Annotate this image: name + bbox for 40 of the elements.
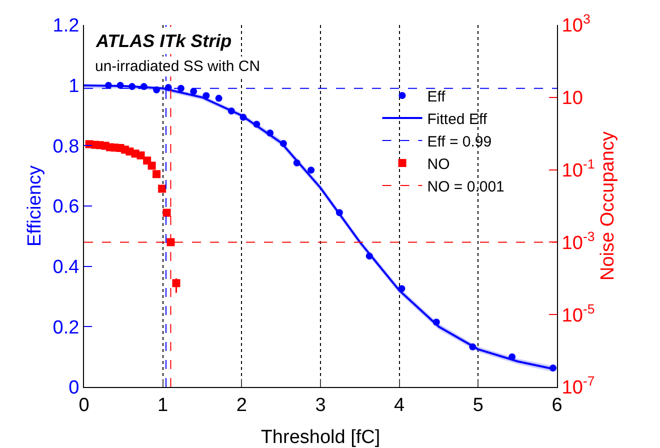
y2-tick-label: 10$^{-7}$ — [562, 374, 595, 399]
point — [202, 92, 210, 100]
x-tick-label: 1 — [158, 394, 168, 416]
x-tick-label: 4 — [394, 394, 406, 416]
point — [308, 166, 315, 174]
annotation: ATLAS ITk Strip — [95, 31, 232, 51]
legend-label: Eff = 0.99 — [427, 133, 492, 150]
x-tick-label: 2 — [236, 394, 247, 416]
point — [158, 184, 166, 193]
y2-tick-label: 10$^{-3}$ — [562, 228, 595, 254]
point — [162, 208, 171, 217]
x-tick-label: 3 — [315, 394, 326, 416]
y-tick-label: 0.8 — [52, 136, 80, 158]
point — [148, 162, 156, 170]
legend-label: NO — [427, 156, 450, 173]
legend-label: NO = 0.001 — [427, 178, 504, 196]
point — [136, 151, 145, 160]
y-tick-label: 0.6 — [52, 196, 80, 218]
y-axis-title: Efficiency — [24, 165, 46, 246]
annotation: un-irradiated SS with CN — [95, 58, 260, 75]
y-tick-label: 1 — [68, 76, 80, 97]
x-axis-title: Threshold [fC] — [260, 427, 380, 448]
x-tick-label: 6 — [552, 394, 562, 416]
y-tick-label: 0.2 — [52, 317, 80, 338]
y-tick-label: 1.2 — [52, 16, 80, 37]
point — [172, 279, 180, 288]
y2-tick-label: 10$^{-1}$ — [562, 156, 595, 182]
y2-tick-label: 10 — [562, 88, 583, 110]
legend-label: Eff — [427, 88, 446, 106]
point — [152, 170, 161, 178]
y2-axis-title: Noise Occupancy — [598, 131, 619, 280]
y2-tick-label: 10$^{-5}$ — [562, 301, 595, 326]
y-tick-label: 0 — [68, 378, 80, 399]
point — [215, 94, 222, 102]
x-tick-label: 5 — [472, 394, 484, 416]
y2-tick-label: 10$^{3}$ — [562, 12, 590, 37]
legend-label: Fitted Eff — [427, 110, 488, 128]
point — [166, 238, 175, 246]
y-tick-label: 0.4 — [52, 256, 80, 278]
point — [190, 88, 198, 95]
